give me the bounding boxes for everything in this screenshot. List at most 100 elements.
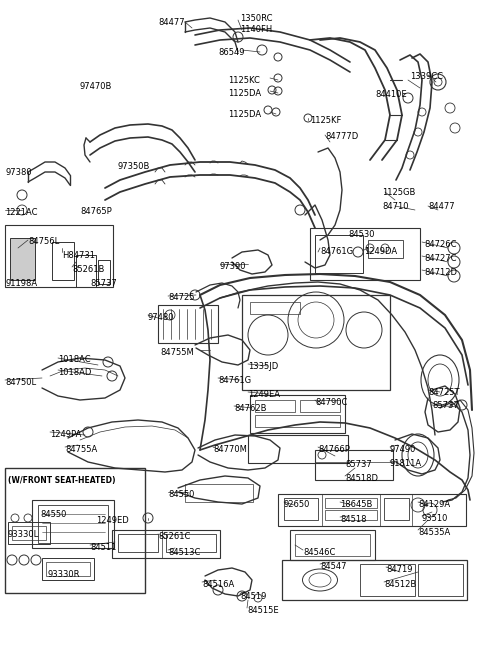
Text: 85261B: 85261B [72,265,104,274]
Text: 84755M: 84755M [160,348,194,357]
Bar [38,505,108,543]
Bar [255,400,295,412]
Bar [360,564,415,596]
Text: 85261C: 85261C [158,532,191,541]
Bar [384,498,409,520]
Text: 84790C: 84790C [315,398,348,407]
Text: 85737: 85737 [90,279,117,288]
Text: 97470B: 97470B [80,82,112,91]
Text: 84756L: 84756L [28,237,59,246]
Text: 1249PA: 1249PA [50,430,82,439]
Text: 1221AC: 1221AC [5,208,37,217]
Text: 1125DA: 1125DA [228,89,261,98]
Text: 84518D: 84518D [345,474,378,483]
Bar [325,498,377,508]
Text: 97480: 97480 [148,313,175,322]
Text: 84512B: 84512B [384,580,416,589]
Bar [250,302,300,314]
Text: 84765P: 84765P [80,207,112,216]
Text: 84710: 84710 [382,202,408,211]
Text: 1140FH: 1140FH [240,25,272,34]
Text: 97350B: 97350B [118,162,150,171]
Bar [158,305,218,343]
Bar [418,564,463,596]
Text: 84761G: 84761G [218,376,251,385]
Text: 84719: 84719 [386,565,412,574]
Text: 84725T: 84725T [428,388,459,397]
Text: 93330L: 93330L [8,530,39,539]
Bar [255,415,340,427]
Bar [248,435,348,463]
Bar [315,450,393,480]
Text: 84477: 84477 [428,202,455,211]
Bar [315,235,363,273]
Bar [8,522,50,544]
Text: 84761G: 84761G [320,247,353,256]
Text: 84750L: 84750L [5,378,36,387]
Text: 84516A: 84516A [202,580,234,589]
Text: 1125GB: 1125GB [382,188,415,197]
Bar [42,558,94,580]
Text: 1249ED: 1249ED [96,516,129,525]
Bar [32,500,114,548]
Text: 84770M: 84770M [213,445,247,454]
Text: 84777D: 84777D [325,132,358,141]
Text: 84550: 84550 [40,510,66,519]
Text: 85737: 85737 [432,401,459,410]
Text: (W/FRONT SEAT-HEATED): (W/FRONT SEAT-HEATED) [8,476,116,485]
Text: 84755A: 84755A [65,445,97,454]
Bar [282,560,467,600]
Text: 97490: 97490 [390,445,416,454]
Text: 1339CC: 1339CC [410,72,443,81]
Text: 84712D: 84712D [424,268,457,277]
Bar [295,534,370,556]
Text: 1125KF: 1125KF [310,116,341,125]
Bar [250,395,345,433]
Bar [185,484,253,502]
Text: 93330R: 93330R [48,570,81,579]
Text: 1249DA: 1249DA [364,247,397,256]
Text: 84511: 84511 [90,543,116,552]
Text: 1249EA: 1249EA [248,390,280,399]
Text: 91198A: 91198A [5,279,37,288]
Bar [118,534,158,552]
Text: H84731: H84731 [62,251,95,260]
Bar [290,530,375,560]
Bar [98,260,110,284]
Bar [300,400,340,412]
Text: 84766P: 84766P [318,445,350,454]
Text: 85737: 85737 [345,460,372,469]
Bar [52,242,74,280]
Text: 84129A: 84129A [418,500,450,509]
Text: 84762B: 84762B [234,404,266,413]
Bar [325,510,377,520]
Text: 1350RC: 1350RC [240,14,273,23]
Bar [166,534,216,552]
Bar [284,498,318,520]
Bar [242,295,390,390]
Bar [5,225,113,287]
Text: 18645B: 18645B [340,500,372,509]
Text: 97380: 97380 [5,168,32,177]
Text: 92650: 92650 [284,500,311,509]
Text: 84546C: 84546C [303,548,336,557]
Bar [310,228,420,280]
Text: 1125DA: 1125DA [228,110,261,119]
Bar [46,562,90,576]
Bar [278,494,466,526]
Text: 84519: 84519 [240,592,266,601]
Text: 84518: 84518 [340,515,367,524]
Text: 1018AC: 1018AC [58,355,91,364]
Text: 84477: 84477 [158,18,185,27]
Text: 84726C: 84726C [424,240,456,249]
Bar [76,255,96,287]
Text: 84513C: 84513C [168,548,200,557]
Text: 86549: 86549 [218,48,244,57]
Bar [368,240,403,258]
Text: 84530: 84530 [348,230,374,239]
Text: 84535A: 84535A [418,528,450,537]
Text: 84547: 84547 [320,562,347,571]
Text: 97390: 97390 [220,262,247,271]
Text: 93510: 93510 [422,514,448,523]
Text: 91811A: 91811A [390,459,422,468]
